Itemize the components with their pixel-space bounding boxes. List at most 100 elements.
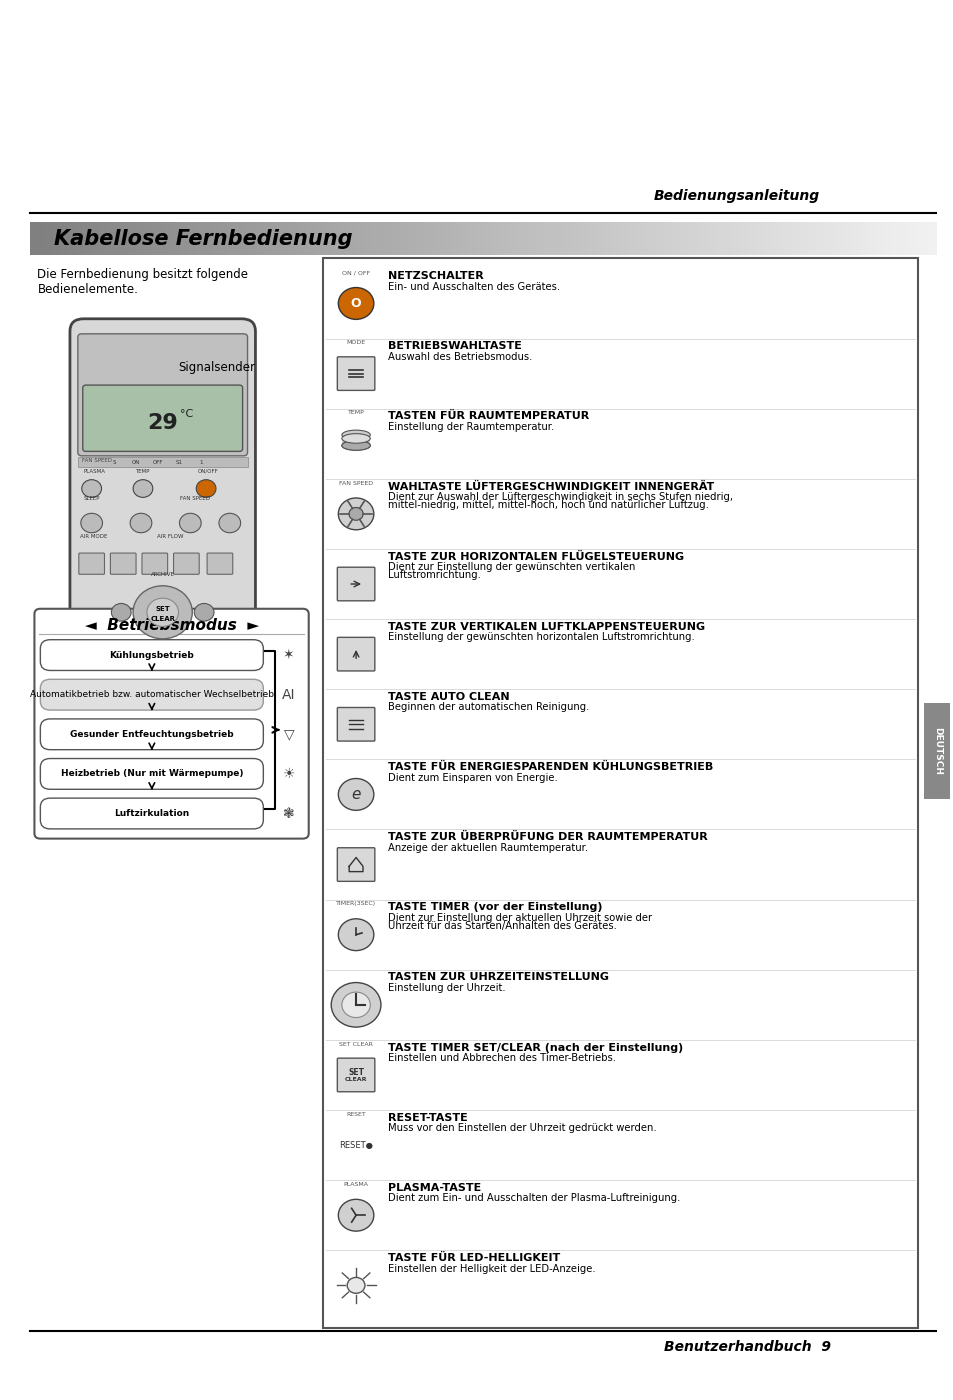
Bar (385, 221, 394, 255)
Bar (129, 221, 137, 255)
Bar (664, 221, 673, 255)
Text: TASTEN FÜR RAUMTEMPERATUR: TASTEN FÜR RAUMTEMPERATUR (387, 412, 588, 421)
Bar (732, 221, 740, 255)
Bar (792, 221, 801, 255)
Bar (415, 221, 423, 255)
Text: Luftzirkulation: Luftzirkulation (114, 809, 190, 818)
Text: TIMER(3SEC): TIMER(3SEC) (335, 902, 375, 906)
Text: Uhrzeit für das Starten/Anhalten des Gerätes.: Uhrzeit für das Starten/Anhalten des Ger… (387, 921, 616, 931)
Text: TEMP: TEMP (347, 410, 364, 416)
Text: SLEEP: SLEEP (84, 496, 100, 501)
Bar (747, 221, 756, 255)
Ellipse shape (341, 430, 370, 440)
Bar (287, 221, 295, 255)
Text: ◄  Betriebsmodus  ►: ◄ Betriebsmodus ► (85, 617, 258, 633)
Bar (867, 221, 876, 255)
Bar (38, 221, 47, 255)
Text: TASTE AUTO CLEAN: TASTE AUTO CLEAN (387, 692, 509, 701)
Bar (121, 221, 130, 255)
Text: Auswahl des Betriebsmodus.: Auswahl des Betriebsmodus. (387, 351, 532, 361)
Bar (717, 221, 725, 255)
Circle shape (194, 603, 213, 622)
Bar (844, 221, 853, 255)
Text: °C: °C (180, 409, 193, 419)
Bar (430, 221, 438, 255)
Bar (724, 221, 733, 255)
FancyBboxPatch shape (70, 319, 255, 699)
Bar (784, 221, 793, 255)
Circle shape (133, 585, 193, 638)
Bar (227, 221, 235, 255)
Ellipse shape (341, 441, 370, 451)
Bar (807, 221, 816, 255)
Bar (453, 221, 461, 255)
Bar (173, 221, 182, 255)
Text: ❃: ❃ (283, 806, 294, 820)
Bar (860, 221, 868, 255)
Bar (61, 221, 70, 255)
Bar (618, 221, 627, 255)
Circle shape (196, 480, 215, 497)
Text: Ein- und Ausschalten des Gerätes.: Ein- und Ausschalten des Gerätes. (387, 281, 559, 291)
Bar (875, 221, 883, 255)
Text: AIR FLOW: AIR FLOW (156, 533, 183, 539)
Text: TASTE FÜR LED-HELLIGKEIT: TASTE FÜR LED-HELLIGKEIT (387, 1253, 559, 1263)
Text: ✶: ✶ (283, 648, 294, 662)
Bar (189, 221, 197, 255)
Circle shape (341, 993, 370, 1018)
Text: Kabellose Fernbedienung: Kabellose Fernbedienung (54, 230, 353, 249)
Bar (927, 221, 936, 255)
Circle shape (338, 1200, 374, 1231)
Text: ON / OFF: ON / OFF (342, 270, 370, 276)
Bar (921, 221, 929, 255)
Circle shape (81, 514, 102, 533)
Text: Einstellen der Helligkeit der LED-Anzeige.: Einstellen der Helligkeit der LED-Anzeig… (387, 1264, 595, 1274)
Bar (234, 221, 243, 255)
Text: Automatikbetrieb bzw. automatischer Wechselbetrieb: Automatikbetrieb bzw. automatischer Wech… (30, 690, 274, 699)
Bar (106, 221, 114, 255)
Text: Beginnen der automatischen Reinigung.: Beginnen der automatischen Reinigung. (387, 703, 588, 713)
Text: AI: AI (282, 687, 295, 701)
Bar (46, 221, 54, 255)
Bar (574, 221, 582, 255)
Text: RESET●: RESET● (338, 1141, 373, 1149)
Bar (256, 221, 265, 255)
Circle shape (347, 1277, 365, 1294)
Bar (923, 703, 949, 799)
Bar (144, 221, 152, 255)
Text: Benutzerhandbuch  9: Benutzerhandbuch 9 (663, 1340, 830, 1354)
Bar (91, 221, 99, 255)
Bar (852, 221, 861, 255)
Bar (905, 221, 914, 255)
Bar (754, 221, 762, 255)
Text: RESET: RESET (346, 1112, 366, 1117)
Bar (355, 221, 363, 255)
Bar (709, 221, 718, 255)
Text: BETRIEBSWAHLTASTE: BETRIEBSWAHLTASTE (387, 342, 521, 351)
Text: 29: 29 (147, 413, 178, 433)
Text: CLEAR: CLEAR (344, 1077, 367, 1082)
Bar (362, 221, 371, 255)
Bar (347, 221, 355, 255)
Text: Dient zur Einstellung der aktuellen Uhrzeit sowie der: Dient zur Einstellung der aktuellen Uhrz… (387, 913, 651, 923)
Text: Dient zum Ein- und Ausschalten der Plasma-Luftreinigung.: Dient zum Ein- und Ausschalten der Plasm… (387, 1193, 679, 1204)
Bar (302, 221, 311, 255)
Text: TASTE TIMER SET/CLEAR (nach der Einstellung): TASTE TIMER SET/CLEAR (nach der Einstell… (387, 1043, 682, 1053)
Bar (558, 221, 567, 255)
Bar (528, 221, 537, 255)
Bar (78, 456, 247, 468)
Bar (325, 221, 333, 255)
Bar (339, 221, 348, 255)
Bar (536, 221, 544, 255)
FancyBboxPatch shape (34, 609, 309, 839)
Text: ON/OFF: ON/OFF (198, 469, 219, 473)
Text: TASTE ZUR VERTIKALEN LUFTKLAPPENSTEUERUNG: TASTE ZUR VERTIKALEN LUFTKLAPPENSTEUERUN… (387, 622, 704, 631)
Bar (437, 221, 446, 255)
Bar (566, 221, 575, 255)
Bar (882, 221, 891, 255)
Bar (476, 221, 484, 255)
Text: Signalsender: Signalsender (178, 361, 255, 374)
Bar (769, 221, 778, 255)
Bar (649, 221, 658, 255)
Bar (838, 221, 845, 255)
